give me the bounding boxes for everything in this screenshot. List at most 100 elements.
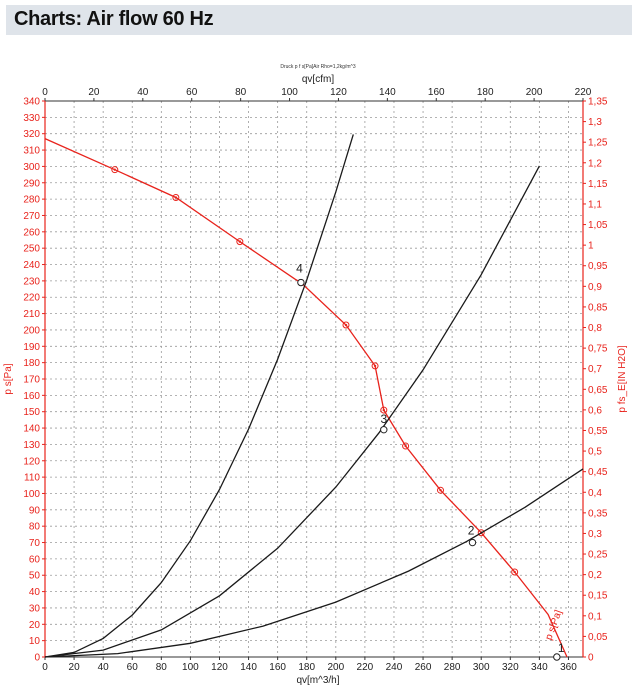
y-tick-label: 250 [23, 244, 40, 255]
right-tick-label: 0,5 [588, 447, 602, 458]
y-tick-label: 220 [23, 293, 40, 304]
right-tick-label: 1,2 [588, 158, 602, 169]
y-tick-label: 310 [23, 146, 40, 157]
y-tick-label: 320 [23, 129, 40, 140]
series-line-0 [44, 138, 568, 658]
x-tick-label: 220 [357, 662, 374, 673]
y-tick-label: 70 [29, 538, 41, 549]
series-marker-dot [439, 489, 442, 492]
y-tick-label: 0 [34, 653, 40, 664]
y-tick-label: 150 [23, 407, 40, 418]
series-marker-dot [113, 168, 116, 171]
right-tick-label: 0,45 [588, 467, 608, 478]
y-tick-label: 110 [24, 473, 40, 484]
y-tick-label: 140 [23, 424, 40, 435]
right-tick-label: 1 [588, 241, 594, 252]
series-marker [402, 442, 410, 450]
y-tick-label: 130 [23, 440, 40, 451]
x-tick-label: 40 [98, 662, 110, 673]
y-tick-label: 230 [23, 276, 40, 287]
series-marker [371, 362, 379, 370]
y-tick-label: 160 [23, 391, 40, 402]
y-tick-label: 170 [23, 375, 40, 386]
series-line-1 [44, 134, 354, 658]
top-tick-label: 180 [477, 87, 494, 98]
top-tick-label: 200 [526, 87, 543, 98]
operating-point [297, 278, 305, 287]
top-tick-label: 20 [88, 87, 100, 98]
x-tick-label: 300 [473, 662, 490, 673]
operating-point [553, 653, 561, 661]
y-tick-label: 290 [23, 178, 40, 189]
x-tick-label: 320 [502, 662, 519, 673]
right-tick-label: 1,25 [588, 138, 608, 149]
right-tick-label: 0,2 [588, 570, 602, 581]
y-tick-label: 190 [23, 342, 40, 353]
series-marker-dot [382, 408, 385, 412]
right-tick-label: 0,25 [588, 550, 608, 561]
right-tick-label: 0,55 [588, 426, 608, 437]
operating-point [468, 538, 477, 547]
series-marker [437, 486, 445, 494]
right-tick-label: 0,9 [588, 282, 602, 293]
series-line-2 [44, 165, 540, 658]
series-marker [511, 568, 519, 576]
operating-point-label: 4 [296, 262, 303, 276]
top-tick-label: 120 [330, 87, 347, 98]
y-tick-label: 80 [29, 522, 41, 533]
right-tick-label: 1,05 [588, 220, 608, 231]
y-tick-label: 330 [23, 113, 40, 124]
y-tick-label: 120 [23, 456, 40, 467]
y-tick-label: 50 [29, 571, 41, 582]
right-tick-label: 0,65 [588, 385, 608, 396]
y-tick-label: 40 [29, 587, 41, 598]
right-tick-label: 0,7 [588, 364, 602, 375]
right-tick-label: 1,15 [588, 179, 608, 190]
top-tick-label: 160 [428, 87, 445, 98]
top-tick-label: 60 [186, 87, 198, 98]
y-tick-label: 100 [23, 489, 40, 500]
right-tick-label: 0,85 [588, 302, 608, 313]
right-tick-label: 1,35 [588, 97, 608, 108]
right-tick-label: 0 [588, 653, 594, 664]
right-tick-label: 0,3 [588, 529, 602, 540]
right-axis-title: p fs_E[IN H2O] [617, 345, 628, 412]
series-marker-dot [373, 364, 377, 368]
y-tick-label: 280 [23, 195, 40, 206]
top-tick-label: 40 [137, 87, 149, 98]
series-line-3 [44, 468, 584, 658]
y-tick-label: 10 [29, 636, 41, 647]
series-marker [236, 238, 244, 246]
y-tick-label: 300 [23, 162, 40, 173]
y-tick-label: 240 [23, 260, 40, 271]
x-tick-label: 260 [415, 662, 432, 673]
x-tick-label: 240 [386, 662, 403, 673]
right-tick-label: 0,95 [588, 261, 608, 272]
right-tick-label: 1,3 [588, 117, 602, 128]
right-tick-label: 0,4 [588, 488, 602, 499]
x-tick-label: 340 [531, 662, 548, 673]
x-tick-label: 180 [298, 662, 315, 673]
x-tick-label: 20 [69, 662, 81, 673]
x-tick-label: 160 [269, 662, 286, 673]
x-tick-label: 280 [444, 662, 461, 673]
series-marker-dot [238, 240, 242, 243]
section-header: Charts: Air flow 60 Hz [6, 5, 632, 35]
y-tick-label: 20 [29, 620, 41, 631]
series-marker [342, 321, 350, 329]
right-tick-label: 0,15 [588, 591, 608, 602]
x-tick-label: 80 [156, 662, 168, 673]
chart-subtitle: Druck p f s[Pa]Air Rho=1,2kg/m^3 [280, 64, 356, 70]
bottom-axis-title: qv[m^3/h] [296, 675, 339, 686]
x-tick-label: 200 [327, 662, 344, 673]
top-tick-label: 140 [379, 87, 396, 98]
right-tick-label: 0,75 [588, 344, 608, 355]
series-marker-dot [513, 570, 516, 574]
series-marker-dot [344, 323, 348, 327]
y-tick-label: 270 [23, 211, 40, 222]
y-tick-label: 180 [23, 358, 40, 369]
y-tick-label: 200 [23, 325, 40, 336]
operating-point [380, 425, 388, 434]
operating-point-label: 3 [380, 412, 387, 426]
y-tick-label: 340 [23, 97, 40, 108]
